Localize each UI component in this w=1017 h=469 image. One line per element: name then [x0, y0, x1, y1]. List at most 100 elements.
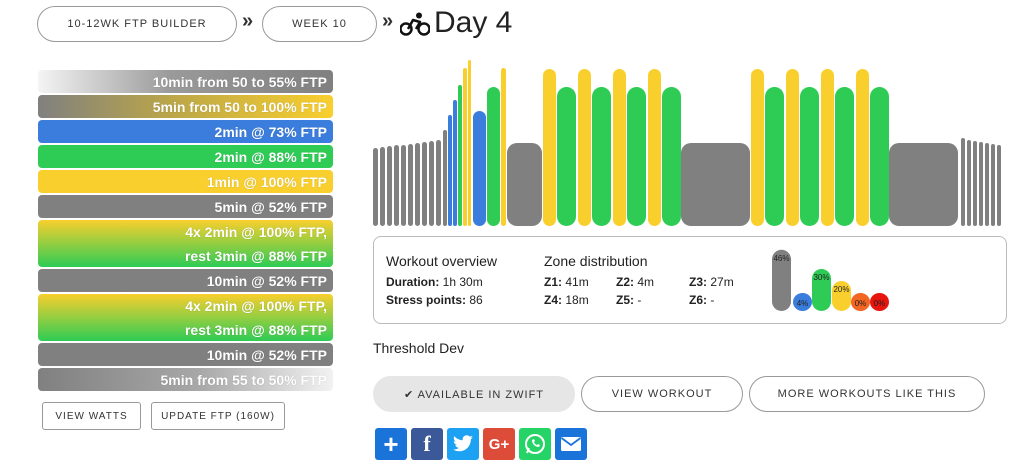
- update-ftp-button[interactable]: UPDATE FTP (160W): [151, 402, 285, 430]
- zone-value: 18m: [565, 293, 589, 307]
- zone-bar: [870, 293, 889, 311]
- workout-step: 2min @ 88% FTP: [38, 145, 333, 168]
- profile-interval-bar: [751, 69, 764, 226]
- step-label: 1min @ 100% FTP: [206, 173, 327, 190]
- zone-bar-label: 4%: [797, 299, 809, 308]
- workout-step: 2min @ 73% FTP: [38, 120, 333, 143]
- zone-row: Z4: 18m: [544, 293, 589, 307]
- profile-interval-bar: [979, 142, 983, 226]
- workout-step: 10min @ 52% FTP: [38, 343, 333, 366]
- step-label: 10min from 50 to 55% FTP: [152, 73, 327, 90]
- zone-bar: [851, 293, 870, 311]
- view-workout-button[interactable]: VIEW WORKOUT: [581, 376, 743, 412]
- zone-bar-label: 30%: [813, 273, 829, 282]
- profile-interval-bar: [856, 69, 869, 226]
- workout-step: 4x 2min @ 100% FTP, rest 3min @ 88% FTP: [38, 294, 333, 341]
- whatsapp-icon[interactable]: [519, 428, 551, 460]
- profile-interval-bar: [408, 144, 413, 226]
- profile-interval-bar: [613, 69, 626, 226]
- google-plus-glyph: G+: [488, 435, 510, 453]
- profile-interval-bar: [463, 68, 467, 226]
- profile-interval-bar: [997, 145, 1001, 226]
- profile-interval-bar: [422, 142, 427, 226]
- profile-interval-bar: [501, 68, 506, 226]
- more-workouts-button[interactable]: MORE WORKOUTS LIKE THIS: [749, 376, 985, 412]
- profile-interval-bar: [487, 87, 500, 226]
- profile-interval-bar: [889, 143, 958, 226]
- step-label: 5min from 50 to 100% FTP: [152, 98, 327, 115]
- duration-row: Duration: 1h 30m: [386, 275, 483, 289]
- profile-interval-bar: [985, 143, 989, 226]
- view-watts-label: VIEW WATTS: [55, 410, 128, 422]
- step-label: 2min @ 88% FTP: [214, 148, 327, 165]
- cyclist-icon: [400, 12, 430, 36]
- profile-interval-bar: [468, 60, 471, 226]
- week-breadcrumb-button[interactable]: WEEK 10: [262, 6, 377, 42]
- step-label: 5min from 55 to 50% FTP: [160, 371, 327, 388]
- zone-bar: [812, 269, 831, 311]
- workout-profile-chart: [373, 60, 1001, 226]
- profile-interval-bar: [991, 144, 995, 226]
- more-workouts-label: MORE WORKOUTS LIKE THIS: [777, 388, 957, 400]
- email-icon[interactable]: [555, 428, 587, 460]
- profile-interval-bar: [800, 87, 819, 226]
- step-label: 2min @ 73% FTP: [214, 123, 327, 140]
- profile-interval-bar: [627, 87, 646, 226]
- profile-interval-bar: [507, 143, 542, 226]
- zone-distribution-chart: 46% 4% 30% 20% 0% 0%: [772, 249, 889, 311]
- profile-interval-bar: [443, 130, 447, 226]
- view-watts-button[interactable]: VIEW WATTS: [42, 402, 141, 430]
- profile-interval-bar: [578, 69, 591, 226]
- duration-label: Duration:: [386, 275, 440, 289]
- profile-interval-bar: [458, 85, 462, 226]
- zone-value: -: [710, 293, 715, 307]
- profile-interval-bar: [401, 145, 406, 226]
- profile-interval-bar: [543, 69, 556, 226]
- google-plus-icon[interactable]: G+: [483, 428, 515, 460]
- share-add-icon[interactable]: +: [375, 428, 407, 460]
- zone-bar-label: 46%: [773, 254, 789, 263]
- workout-step: 4x 2min @ 100% FTP, rest 3min @ 88% FTP: [38, 220, 333, 267]
- profile-interval-bar: [681, 143, 750, 226]
- facebook-icon[interactable]: f: [411, 428, 443, 460]
- zone-label: Z1:: [544, 275, 562, 289]
- available-in-zwift-button[interactable]: ✔ AVAILABLE IN ZWIFT: [373, 376, 575, 412]
- zone-row: Z2: 4m: [616, 275, 654, 289]
- profile-interval-bar: [394, 145, 399, 226]
- plan-label: 10-12WK FTP BUILDER: [67, 18, 207, 30]
- plan-breadcrumb-button[interactable]: 10-12WK FTP BUILDER: [37, 6, 237, 42]
- stress-row: Stress points: 86: [386, 293, 483, 307]
- zone-value: 41m: [565, 275, 589, 289]
- workout-step: 5min from 50 to 100% FTP: [38, 95, 333, 118]
- zone-bar-label: 0%: [874, 299, 886, 308]
- overview-heading: Workout overview: [386, 253, 498, 269]
- whatsapp-phone-icon: [525, 434, 545, 454]
- zone-bar-label: 20%: [833, 285, 849, 294]
- workout-description: Threshold Dev: [373, 340, 465, 356]
- zone-label: Z2:: [616, 275, 634, 289]
- workout-step: 5min @ 52% FTP: [38, 195, 333, 218]
- twitter-icon[interactable]: [447, 428, 479, 460]
- workout-overview-panel: Workout overview Duration: 1h 30m Stress…: [373, 236, 1007, 324]
- step-label: 10min @ 52% FTP: [206, 272, 327, 289]
- profile-interval-bar: [648, 69, 661, 226]
- view-workout-label: VIEW WORKOUT: [611, 388, 713, 400]
- profile-interval-bar: [821, 69, 834, 226]
- profile-interval-bar: [387, 146, 392, 226]
- update-ftp-label: UPDATE FTP (160W): [161, 410, 275, 422]
- profile-interval-bar: [592, 87, 611, 226]
- profile-interval-bar: [473, 111, 486, 226]
- zwift-label: ✔ AVAILABLE IN ZWIFT: [403, 388, 545, 401]
- zone-bar: [793, 293, 812, 311]
- zone-bar: [832, 281, 851, 311]
- profile-interval-bar: [765, 87, 784, 226]
- zone-distribution-heading: Zone distribution: [544, 253, 648, 269]
- share-add-glyph: +: [383, 428, 399, 459]
- twitter-bird-icon: [453, 435, 473, 452]
- zone-label: Z4:: [544, 293, 562, 307]
- profile-interval-bar: [429, 141, 434, 226]
- profile-interval-bar: [436, 140, 441, 226]
- step-label: 10min @ 52% FTP: [206, 346, 327, 363]
- page-title: Day 4: [434, 6, 513, 39]
- step-label: rest 3min @ 88% FTP: [184, 247, 327, 264]
